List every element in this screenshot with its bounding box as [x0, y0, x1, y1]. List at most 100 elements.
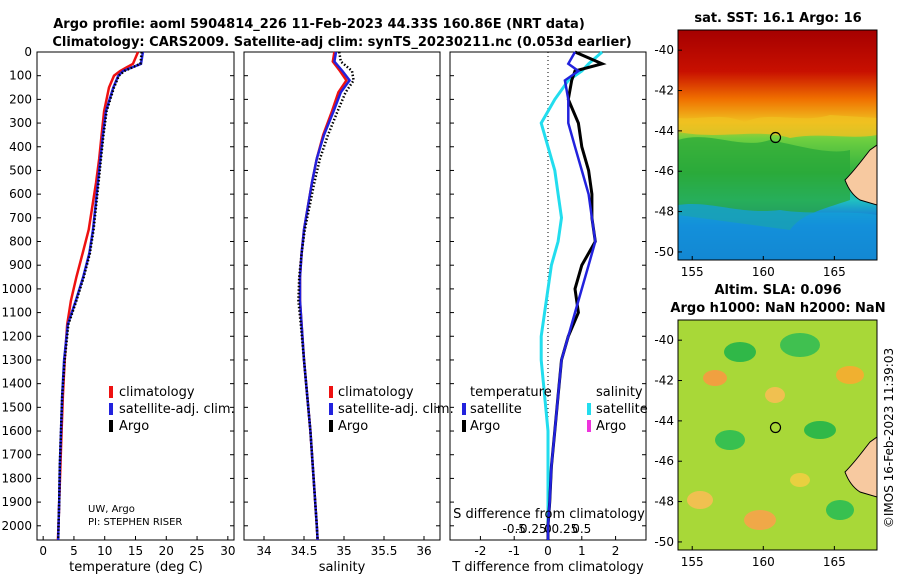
map-x-tick-label: 155: [681, 265, 704, 279]
legend-satellite-swatch: [109, 403, 113, 415]
difference-legend: temperature salinity satellite Argo sate…: [462, 385, 648, 434]
x-tick-label: 10: [97, 544, 112, 558]
depth-tick-label: 1400: [1, 377, 32, 391]
x-tick-label: 5: [70, 544, 78, 558]
legend-argo-label: Argo: [119, 419, 149, 434]
series-line-climatology: [56, 51, 140, 541]
legend-argo-swatch: [109, 420, 113, 432]
depth-axis: 0 100 200 300 400 500 600 700 800 900 1000 1100 1200…: [1, 45, 646, 533]
legend-s-satellite-swatch: [587, 403, 591, 415]
legend-s-satellite-label: satellite: [596, 402, 648, 417]
s-tick-label: 0.5: [572, 522, 591, 536]
s-tick-label: -0.25: [516, 522, 547, 536]
sla-blob: [826, 500, 854, 520]
temperature-legend: climatology satellite-adj. clim. Argo: [109, 385, 235, 434]
depth-tick-label: 1600: [1, 424, 32, 438]
depth-tick-label: 1300: [1, 353, 32, 367]
depth-tick-label: 2000: [1, 519, 32, 533]
sla-map-title-line2: Argo h1000: NaN h2000: NaN: [670, 301, 885, 316]
figure-title-line1: Argo profile: aoml 5904814_226 11-Feb-20…: [53, 17, 585, 32]
depth-tick-label: 900: [9, 258, 32, 272]
depth-tick-label: 1900: [1, 495, 32, 509]
map-y-tick-label: -48: [654, 495, 674, 509]
depth-tick-label: 1000: [1, 282, 32, 296]
map-x-tick-label: 155: [681, 555, 704, 569]
legend-t-argo-label: Argo: [470, 419, 500, 434]
depth-tick-label: 1500: [1, 400, 32, 414]
sst-map-title: sat. SST: 16.1 Argo: 16: [694, 11, 861, 26]
s-tick-label: -0.5: [502, 522, 525, 536]
map-x-tick-label: 160: [752, 265, 775, 279]
argo-float-marker: [769, 131, 782, 144]
sla-blob: [780, 333, 820, 357]
sst-map-frame: [677, 29, 878, 261]
x-tick-label: 1: [578, 544, 586, 558]
series-line-t-argo: [546, 50, 607, 540]
x-tick-label: 0: [544, 544, 552, 558]
temperature-panel-frame: [36, 51, 235, 541]
sst-front-band: [678, 115, 877, 138]
depth-tick-label: 100: [9, 69, 32, 83]
depth-tick-label: 200: [9, 92, 32, 106]
map-x-tick-label: 160: [752, 555, 775, 569]
legend-climatology-swatch: [109, 386, 113, 398]
legend-satellite-label: satellite-adj. clim.: [119, 402, 235, 417]
depth-tick-label: 600: [9, 187, 32, 201]
sla-coastline-land: [844, 436, 877, 498]
x-tick-label: 15: [128, 544, 143, 558]
legend-salinity-header: salinity: [596, 385, 643, 400]
s-difference-axis-label: S difference from climatology: [453, 507, 645, 522]
legend-temperature-header: temperature: [470, 385, 552, 400]
sst-map: [678, 30, 877, 260]
x-tick-label: -2: [474, 544, 486, 558]
map-y-tick-label: -46: [654, 164, 674, 178]
legend-t-argo-swatch: [462, 420, 466, 432]
depth-tick-label: 400: [9, 140, 32, 154]
sla-blob: [765, 387, 785, 403]
series-line-t-satellite: [546, 51, 597, 540]
map-y-tick-label: -42: [654, 374, 674, 388]
x-tick-label: 34.5: [291, 544, 318, 558]
salinity-legend: climatology satellite-adj. clim. Argo: [329, 385, 454, 434]
sla-map-title-line1: Altim. SLA: 0.096: [715, 283, 842, 298]
sla-blob: [724, 342, 756, 362]
sst-map-axes: 155 160 165 -40 -42 -44 -46 -48 -50: [654, 43, 845, 279]
argo-float-marker: [769, 421, 782, 434]
legend-argo-swatch: [329, 420, 333, 432]
map-y-tick-label: -44: [654, 414, 674, 428]
sla-map: [678, 320, 877, 550]
x-tick-label: 36: [416, 544, 431, 558]
legend-climatology-swatch: [329, 386, 333, 398]
x-tick-label: 2: [612, 544, 620, 558]
map-y-tick-label: -50: [654, 245, 674, 259]
sla-blob: [703, 370, 727, 386]
x-tick-label: 25: [189, 544, 204, 558]
legend-climatology-label: climatology: [338, 385, 414, 400]
depth-tick-label: 1700: [1, 448, 32, 462]
imos-watermark: ©IMOS 16-Feb-2023 11:39:03: [882, 348, 896, 528]
legend-satellite-label: satellite-adj. clim.: [338, 402, 454, 417]
credit-line2: PI: STEPHEN RISER: [88, 517, 182, 528]
depth-tick-label: 300: [9, 116, 32, 130]
legend-t-satellite-swatch: [462, 403, 466, 415]
series-line-satellite-adj-clim-: [298, 51, 352, 541]
sla-map-frame: [677, 319, 878, 551]
sst-coastline-land: [844, 144, 877, 206]
sst-cool-water: [678, 203, 877, 260]
x-tick-label: 30: [220, 544, 235, 558]
depth-tick-label: 0: [24, 45, 32, 59]
series-line-argo: [56, 51, 143, 541]
map-x-tick-label: 165: [823, 265, 846, 279]
map-y-tick-label: -40: [654, 333, 674, 347]
salinity-panel-frame: [243, 51, 441, 541]
depth-tick-label: 1800: [1, 471, 32, 485]
depth-tick-label: 1200: [1, 329, 32, 343]
x-tick-label: -1: [508, 544, 520, 558]
sla-blob: [836, 366, 864, 384]
legend-s-argo-label: Argo: [596, 419, 626, 434]
sla-blob: [687, 491, 713, 509]
sla-blob: [790, 473, 810, 487]
salinity-axis-label: salinity: [319, 560, 366, 575]
map-y-tick-label: -46: [654, 454, 674, 468]
legend-climatology-label: climatology: [119, 385, 195, 400]
